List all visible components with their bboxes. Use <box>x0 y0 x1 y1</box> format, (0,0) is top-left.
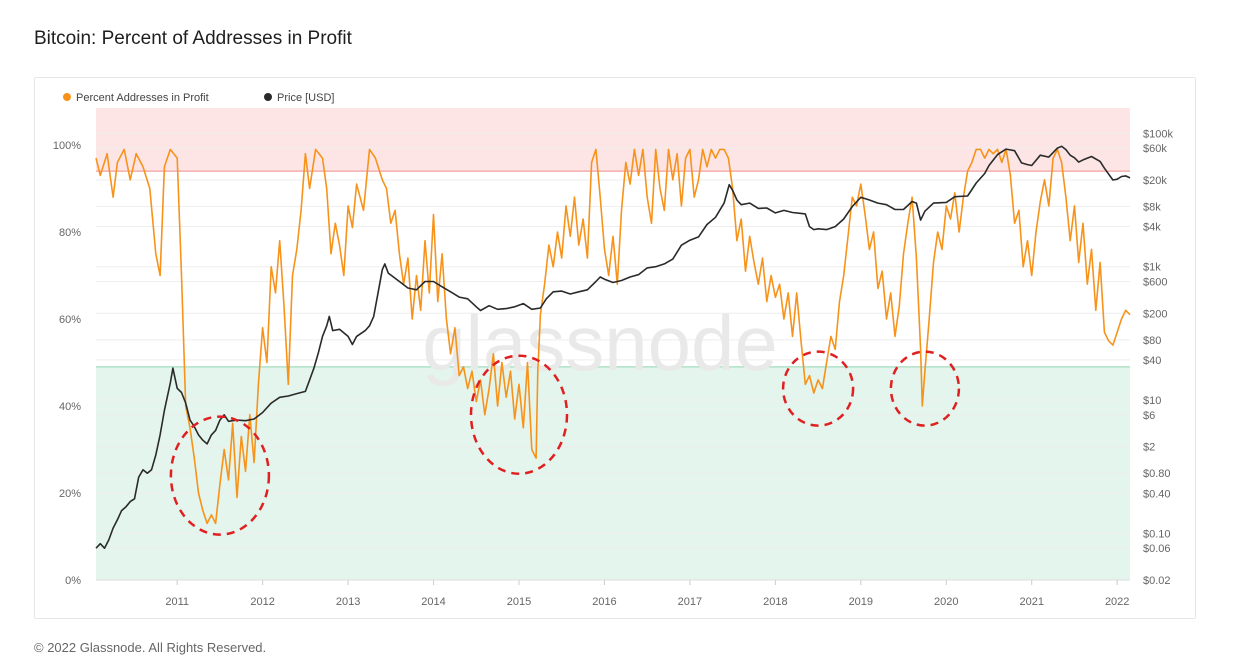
y-right-tick-label: $0.80 <box>1143 468 1171 480</box>
y-left-tick-label: 60% <box>59 314 81 326</box>
y-right-tick-label: $6 <box>1143 410 1155 422</box>
upper-zone <box>96 108 1130 172</box>
x-tick-label: 2018 <box>763 596 787 608</box>
y-right-tick-label: $600 <box>1143 276 1167 288</box>
y-right-tick-label: $60k <box>1143 143 1167 155</box>
y-right-tick-label: $0.02 <box>1143 575 1171 587</box>
y-right-tick-label: $10 <box>1143 395 1161 407</box>
y-right-tick-label: $8k <box>1143 201 1161 213</box>
x-tick-label: 2015 <box>507 596 531 608</box>
y-right-tick-label: $20k <box>1143 175 1167 187</box>
x-tick-label: 2013 <box>336 596 360 608</box>
page-title: Bitcoin: Percent of Addresses in Profit <box>34 28 352 49</box>
y-right-tick-label: $1k <box>1143 262 1161 274</box>
y-right-tick-label: $200 <box>1143 308 1167 320</box>
legend-label-profit[interactable]: Percent Addresses in Profit <box>76 92 209 104</box>
y-left-tick-label: 80% <box>59 227 81 239</box>
x-tick-label: 2012 <box>250 596 274 608</box>
series-lines <box>95 145 1131 549</box>
grid-lines <box>96 132 1130 581</box>
y-axis-right: $0.02 $0.06 $0.10 $0.40 $0.80 $2 $6 $10 $40 $80 $2… <box>1143 128 1173 587</box>
legend-dot-price <box>264 93 272 101</box>
y-axis-left: 0% 20% 40% 60% 80% 100% <box>53 140 81 587</box>
x-tick-label: 2016 <box>592 596 616 608</box>
profit-line <box>95 148 1131 525</box>
y-right-tick-label: $4k <box>1143 222 1161 234</box>
y-right-tick-label: $40 <box>1143 355 1161 367</box>
x-tick-label: 2022 <box>1105 596 1129 608</box>
x-tick-label: 2019 <box>849 596 873 608</box>
legend-label-price[interactable]: Price [USD] <box>277 92 334 104</box>
x-tick-label: 2017 <box>678 596 702 608</box>
y-left-tick-label: 0% <box>65 575 81 587</box>
x-tick-label: 2014 <box>421 596 445 608</box>
watermark: glassnode <box>422 299 778 387</box>
y-right-tick-label: $0.06 <box>1143 543 1171 555</box>
dashed-circle-annotation <box>889 350 961 427</box>
dashed-circle-annotation <box>169 415 271 536</box>
y-left-tick-label: 100% <box>53 140 81 152</box>
y-right-tick-label: $100k <box>1143 128 1173 140</box>
y-right-tick-label: $0.10 <box>1143 528 1171 540</box>
price-line <box>95 145 1131 549</box>
x-tick-label: 2020 <box>934 596 958 608</box>
y-right-tick-label: $80 <box>1143 335 1161 347</box>
x-axis: 2011 2012 2013 2014 2015 2016 2017 2018 2019 2020… <box>165 580 1129 608</box>
x-tick-label: 2021 <box>1019 596 1043 608</box>
dashed-circle-annotation <box>469 354 569 475</box>
x-tick-label: 2011 <box>165 596 189 608</box>
y-left-tick-label: 20% <box>59 488 81 500</box>
annotations <box>169 350 961 536</box>
y-left-tick-label: 40% <box>59 401 81 413</box>
y-right-tick-label: $0.40 <box>1143 488 1171 500</box>
legend-dot-profit <box>63 93 71 101</box>
chart-svg: Percent Addresses in Profit Price [USD] … <box>53 92 1174 608</box>
legend[interactable]: Percent Addresses in Profit Price [USD] <box>63 92 334 104</box>
y-right-tick-label: $2 <box>1143 442 1155 454</box>
dashed-circle-annotation <box>781 350 855 427</box>
copyright-footer: © 2022 Glassnode. All Rights Reserved. <box>34 640 267 655</box>
chart-panel: Percent Addresses in Profit Price [USD] … <box>34 77 1196 619</box>
